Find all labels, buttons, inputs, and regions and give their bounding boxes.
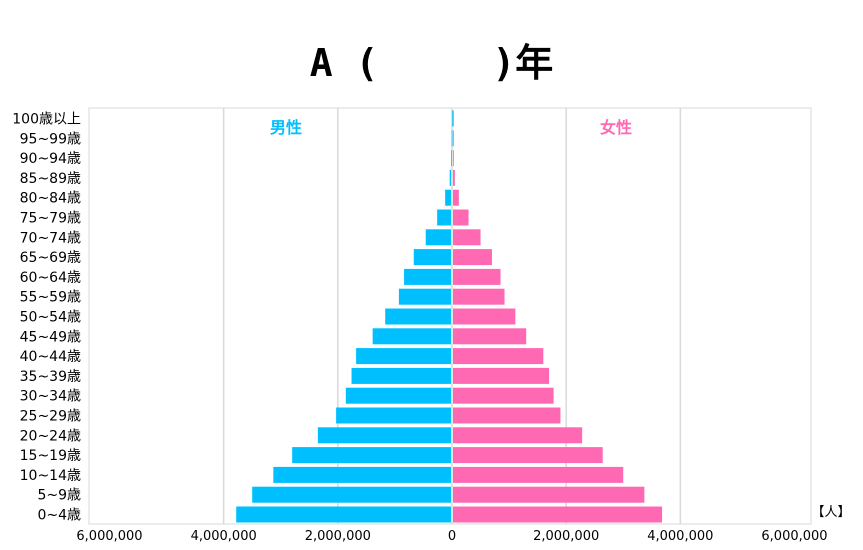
bar-female bbox=[453, 130, 454, 147]
bar-female bbox=[453, 249, 492, 266]
category-label: 5~9歳 bbox=[37, 488, 81, 504]
category-label: 100歳以上 bbox=[12, 112, 81, 128]
category-label: 25~29歳 bbox=[20, 409, 81, 425]
category-label: 95~99歳 bbox=[20, 131, 81, 147]
x-tick-label: 0 bbox=[448, 529, 456, 544]
category-label: 40~44歳 bbox=[20, 349, 81, 365]
category-label: 65~69歳 bbox=[20, 250, 81, 266]
category-label: 60~64歳 bbox=[20, 270, 81, 286]
bar-male bbox=[236, 506, 451, 523]
bar-female bbox=[453, 466, 624, 483]
bar-male bbox=[252, 486, 451, 503]
bar-male bbox=[292, 447, 451, 464]
bar-female bbox=[453, 486, 645, 503]
bar-male bbox=[273, 466, 451, 483]
bar-male bbox=[404, 268, 451, 285]
category-label: 50~54歳 bbox=[20, 310, 81, 326]
series-label-male: 男性 bbox=[270, 118, 302, 137]
bar-male bbox=[425, 229, 451, 246]
bar-male bbox=[356, 348, 451, 365]
category-label: 75~79歳 bbox=[20, 211, 81, 227]
bar-male bbox=[336, 407, 451, 424]
x-tick-label: 4,000,000 bbox=[647, 529, 713, 544]
bar-male bbox=[345, 387, 451, 404]
bar-male bbox=[451, 110, 453, 127]
unit-label: 【人】 bbox=[811, 505, 850, 520]
bar-female bbox=[453, 209, 469, 226]
bar-female bbox=[453, 268, 501, 285]
x-tick-label: 6,000,000 bbox=[761, 529, 827, 544]
category-label: 55~59歳 bbox=[20, 290, 81, 306]
x-tick-label: 6,000,000 bbox=[76, 529, 142, 544]
chart-title: A ( )年 bbox=[309, 41, 554, 85]
category-label: 85~89歳 bbox=[20, 171, 81, 187]
category-label: 10~14歳 bbox=[20, 468, 81, 484]
category-label: 80~84歳 bbox=[20, 191, 81, 207]
bar-male bbox=[398, 288, 451, 305]
bar-female bbox=[453, 447, 603, 464]
bar-female bbox=[453, 229, 481, 246]
category-label: 15~19歳 bbox=[20, 448, 81, 464]
bar-male bbox=[437, 209, 451, 226]
bar-female bbox=[453, 110, 454, 127]
plot-area-border bbox=[88, 107, 812, 525]
bar-female bbox=[453, 506, 663, 523]
bar-male bbox=[413, 249, 451, 266]
bar-male bbox=[451, 130, 453, 147]
bar-male bbox=[317, 427, 451, 444]
bar-male bbox=[385, 308, 451, 325]
category-label: 35~39歳 bbox=[20, 369, 81, 385]
bar-female bbox=[453, 150, 454, 167]
x-tick-label: 2,000,000 bbox=[533, 529, 599, 544]
x-tick-label: 4,000,000 bbox=[191, 529, 257, 544]
category-label: 45~49歳 bbox=[20, 329, 81, 345]
bar-female bbox=[453, 288, 505, 305]
bar-female bbox=[453, 169, 455, 186]
bar-female bbox=[453, 308, 516, 325]
bar-female bbox=[453, 407, 561, 424]
category-label: 0~4歳 bbox=[37, 508, 81, 524]
bar-male bbox=[372, 328, 451, 345]
category-label: 70~74歳 bbox=[20, 230, 81, 246]
bar-male bbox=[449, 169, 451, 186]
bar-female bbox=[453, 387, 554, 404]
bar-male bbox=[351, 367, 451, 384]
category-label: 20~24歳 bbox=[20, 428, 81, 444]
bar-female bbox=[453, 367, 550, 384]
bar-female bbox=[453, 189, 459, 206]
bar-female bbox=[453, 328, 527, 345]
category-label: 90~94歳 bbox=[20, 151, 81, 167]
bar-male bbox=[451, 150, 452, 167]
bar-female bbox=[453, 427, 583, 444]
bar-female bbox=[453, 348, 544, 365]
bar-male bbox=[445, 189, 451, 206]
series-label-female: 女性 bbox=[600, 118, 632, 137]
x-tick-label: 2,000,000 bbox=[305, 529, 371, 544]
category-label: 30~34歳 bbox=[20, 389, 81, 405]
